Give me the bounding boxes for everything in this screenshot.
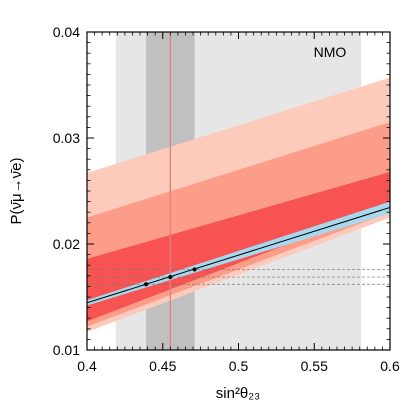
x-tick-label: 0.5 (229, 358, 249, 374)
x-tick-label: 0.45 (149, 358, 176, 374)
y-tick-label: 0.03 (53, 130, 80, 146)
y-tick-label: 0.02 (53, 236, 80, 252)
data-point-2 (192, 267, 197, 272)
probability-band-3 (87, 201, 390, 306)
y-tick-label: 0.04 (53, 24, 80, 40)
x-tick-label: 0.6 (380, 358, 400, 374)
annotation-nmo: NMO (314, 44, 347, 60)
x-axis-title: sin²θ₂₃ (216, 385, 260, 402)
data-point-0 (143, 282, 149, 287)
plot-area (87, 32, 390, 350)
x-tick-label: 0.4 (77, 358, 97, 374)
y-axis-title: P(ν̄μ→ν̄e) (8, 158, 25, 225)
data-point-1 (168, 274, 173, 280)
y-tick-label: 0.01 (53, 342, 80, 358)
axis-ticks: 0.4 0.45 0.5 0.55 0.6 0.01 0.02 0.03 0.04 (53, 24, 400, 374)
x-tick-label: 0.55 (301, 358, 328, 374)
central-line (87, 206, 390, 304)
